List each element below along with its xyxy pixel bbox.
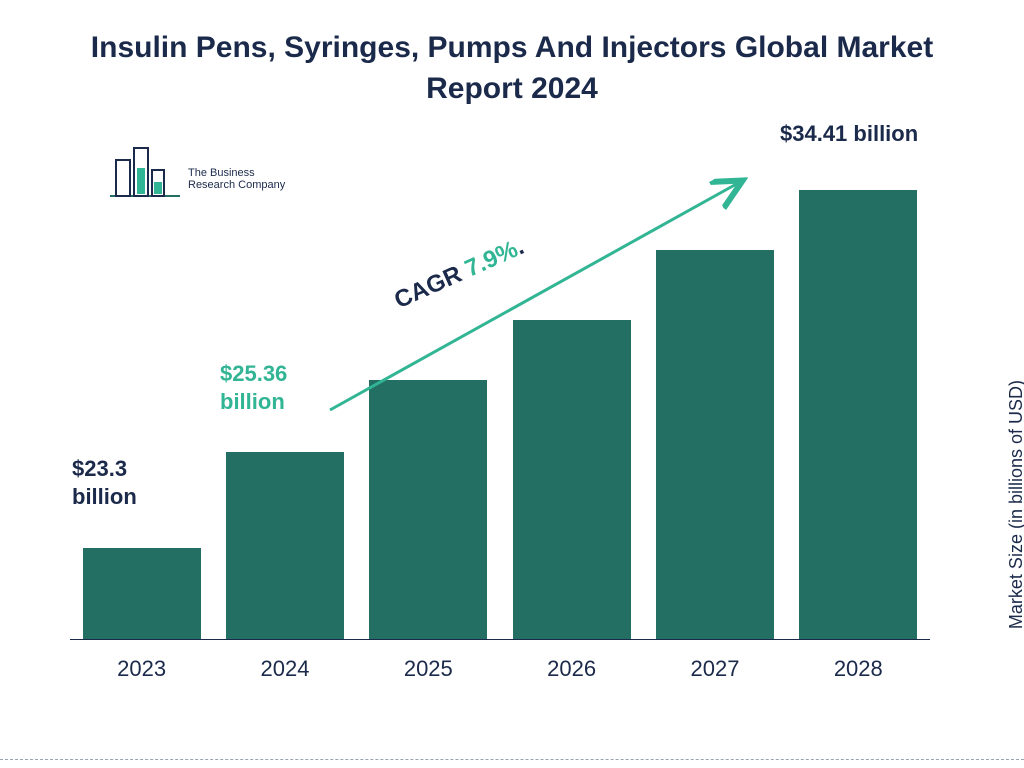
value-label-2023: $23.3 billion <box>72 455 137 510</box>
value-2028-text: $34.41 billion <box>780 121 918 146</box>
x-label-2023: 2023 <box>82 656 202 682</box>
bar-2028 <box>799 190 917 640</box>
x-label-2025: 2025 <box>368 656 488 682</box>
value-label-2028: $34.41 billion <box>780 120 918 148</box>
x-label-2026: 2026 <box>512 656 632 682</box>
footer-divider <box>0 759 1024 760</box>
bars-container <box>70 160 930 640</box>
value-2023-unit: billion <box>72 484 137 509</box>
x-label-2028: 2028 <box>798 656 918 682</box>
bar-2023 <box>83 548 201 640</box>
x-label-2024: 2024 <box>225 656 345 682</box>
x-axis-line <box>70 639 930 640</box>
y-axis-label: Market Size (in billions of USD) <box>1006 380 1024 629</box>
chart-area: 2023 2024 2025 2026 2027 2028 <box>70 140 930 700</box>
bar-2027 <box>656 250 774 640</box>
bar-2025 <box>369 380 487 640</box>
chart-title: Insulin Pens, Syringes, Pumps And Inject… <box>0 0 1024 109</box>
bar-2024 <box>226 452 344 640</box>
bar-2026 <box>513 320 631 640</box>
x-label-2027: 2027 <box>655 656 775 682</box>
value-2024-unit: billion <box>220 389 285 414</box>
x-axis-labels: 2023 2024 2025 2026 2027 2028 <box>70 656 930 682</box>
value-2023-amount: $23.3 <box>72 456 127 481</box>
value-2024-amount: $25.36 <box>220 361 287 386</box>
value-label-2024: $25.36 billion <box>220 360 287 415</box>
